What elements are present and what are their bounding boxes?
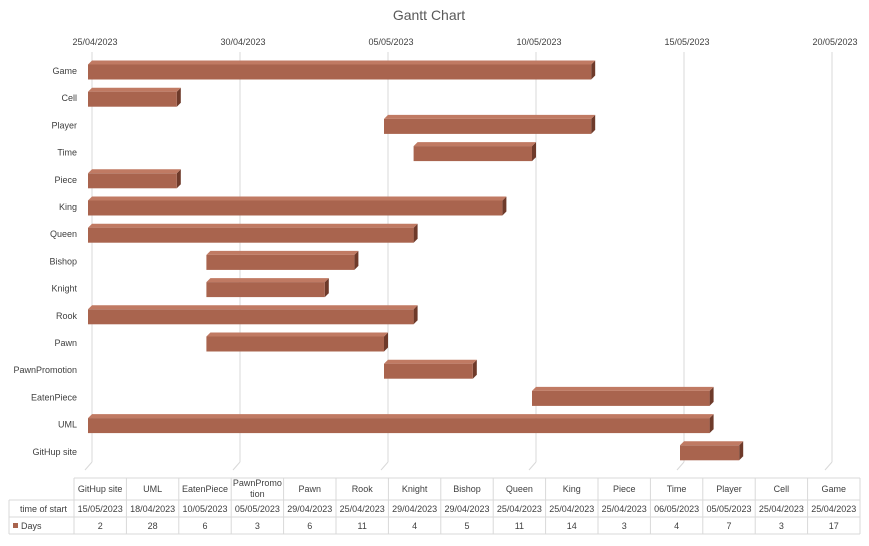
category-label: Rook xyxy=(56,311,78,321)
table-cell: 06/05/2023 xyxy=(654,504,699,514)
x-tick-label: 10/05/2023 xyxy=(516,37,561,47)
table-cell: 4 xyxy=(674,521,679,531)
gantt-bar xyxy=(206,332,388,352)
x-axis-ticks: 25/04/2023 30/04/2023 05/05/2023 10/05/2023… xyxy=(72,37,857,47)
gantt-bar xyxy=(88,87,181,107)
table-cell: 29/04/2023 xyxy=(444,504,489,514)
table-column-header: UML xyxy=(143,484,162,494)
gridline-foot xyxy=(676,461,685,471)
gridline-foot xyxy=(528,461,537,471)
table-cell: 3 xyxy=(622,521,627,531)
table-cell: 5 xyxy=(464,521,469,531)
gantt-bar xyxy=(206,278,329,298)
table-row-label: time of start xyxy=(20,504,68,514)
table-column-header: PawnPromo xyxy=(233,478,282,488)
data-table: GitHup site UML EatenPiece PawnPromotion Paw… xyxy=(8,477,861,535)
table-row-label: Days xyxy=(21,521,42,531)
x-tick-label: 20/05/2023 xyxy=(812,37,857,47)
table-cell: 3 xyxy=(255,521,260,531)
gridline-foot xyxy=(84,461,93,471)
table-cell: 7 xyxy=(726,521,731,531)
gantt-bar xyxy=(88,414,714,434)
table-cell: 05/05/2023 xyxy=(706,504,751,514)
gantt-bar xyxy=(532,386,714,406)
gridlines xyxy=(84,52,833,471)
category-label: Bishop xyxy=(49,256,77,266)
category-label: Cell xyxy=(61,93,77,103)
table-cell: 17 xyxy=(829,521,839,531)
table-cell: 25/04/2023 xyxy=(811,504,856,514)
gridline-foot xyxy=(824,461,833,471)
legend-key xyxy=(13,523,18,528)
category-label: GitHup site xyxy=(32,447,77,457)
category-label: EatenPiece xyxy=(31,392,77,402)
category-label: Knight xyxy=(51,284,77,294)
table-column-header: Rook xyxy=(352,484,374,494)
gridline-foot xyxy=(232,461,241,471)
table-cell: 25/04/2023 xyxy=(602,504,647,514)
gantt-bar xyxy=(206,250,359,270)
table-cell: 10/05/2023 xyxy=(182,504,227,514)
gantt-bar xyxy=(384,114,596,134)
table-column-header: Game xyxy=(822,484,847,494)
table-column-header: Piece xyxy=(613,484,636,494)
table-cell: 29/04/2023 xyxy=(392,504,437,514)
table-cell: 3 xyxy=(779,521,784,531)
table-column-header: Player xyxy=(716,484,742,494)
table-column-header: Time xyxy=(667,484,687,494)
table-column-header: Queen xyxy=(506,484,533,494)
gantt-bar xyxy=(88,169,181,189)
x-tick-label: 05/05/2023 xyxy=(368,37,413,47)
gridline-foot xyxy=(380,461,389,471)
gantt-bar xyxy=(88,196,507,216)
table-cell: 2 xyxy=(98,521,103,531)
table-column-header: King xyxy=(563,484,581,494)
x-tick-label: 30/04/2023 xyxy=(220,37,265,47)
table-cell: 25/04/2023 xyxy=(497,504,542,514)
table-column-header: GitHup site xyxy=(78,484,123,494)
table-cell: 25/04/2023 xyxy=(549,504,594,514)
bars xyxy=(88,60,744,461)
category-label: Queen xyxy=(50,229,77,239)
gantt-bar xyxy=(413,142,536,162)
table-column-header: Cell xyxy=(774,484,790,494)
gantt-bar xyxy=(88,60,596,80)
category-label: Player xyxy=(51,120,77,130)
table-cell: 05/05/2023 xyxy=(235,504,280,514)
table-cell: 29/04/2023 xyxy=(287,504,332,514)
gantt-bar xyxy=(88,305,418,325)
category-label: Piece xyxy=(54,175,77,185)
table-cell: 11 xyxy=(515,521,524,531)
table-column-header: EatenPiece xyxy=(182,484,228,494)
x-tick-label: 25/04/2023 xyxy=(72,37,117,47)
category-label: Game xyxy=(52,66,77,76)
table-cell: 14 xyxy=(567,521,577,531)
table-cell: 11 xyxy=(358,521,367,531)
category-label: UML xyxy=(58,420,77,430)
table-column-header: Pawn xyxy=(299,484,322,494)
table-cell: 4 xyxy=(412,521,417,531)
category-label: King xyxy=(59,202,77,212)
table-column-header: Knight xyxy=(402,484,428,494)
table-cell: 6 xyxy=(202,521,207,531)
gantt-bar xyxy=(384,359,477,379)
table-cell: 28 xyxy=(148,521,158,531)
category-label: Pawn xyxy=(54,338,77,348)
category-labels: Game Cell Player Time Piece King Queen Bishop Kn… xyxy=(13,66,77,457)
table-cell: 25/04/2023 xyxy=(759,504,804,514)
table-cell: 15/05/2023 xyxy=(78,504,123,514)
table-cell: 25/04/2023 xyxy=(340,504,385,514)
chart-title: Gantt Chart xyxy=(393,7,465,23)
table-cell: 18/04/2023 xyxy=(130,504,175,514)
gantt-bar xyxy=(680,441,744,461)
gantt-bar xyxy=(88,223,418,243)
category-label: Time xyxy=(57,148,77,158)
table-column-header: Bishop xyxy=(453,484,481,494)
table-column-header: tion xyxy=(250,489,265,499)
table-cell: 6 xyxy=(307,521,312,531)
x-tick-label: 15/05/2023 xyxy=(664,37,709,47)
category-label: PawnPromotion xyxy=(13,365,77,375)
